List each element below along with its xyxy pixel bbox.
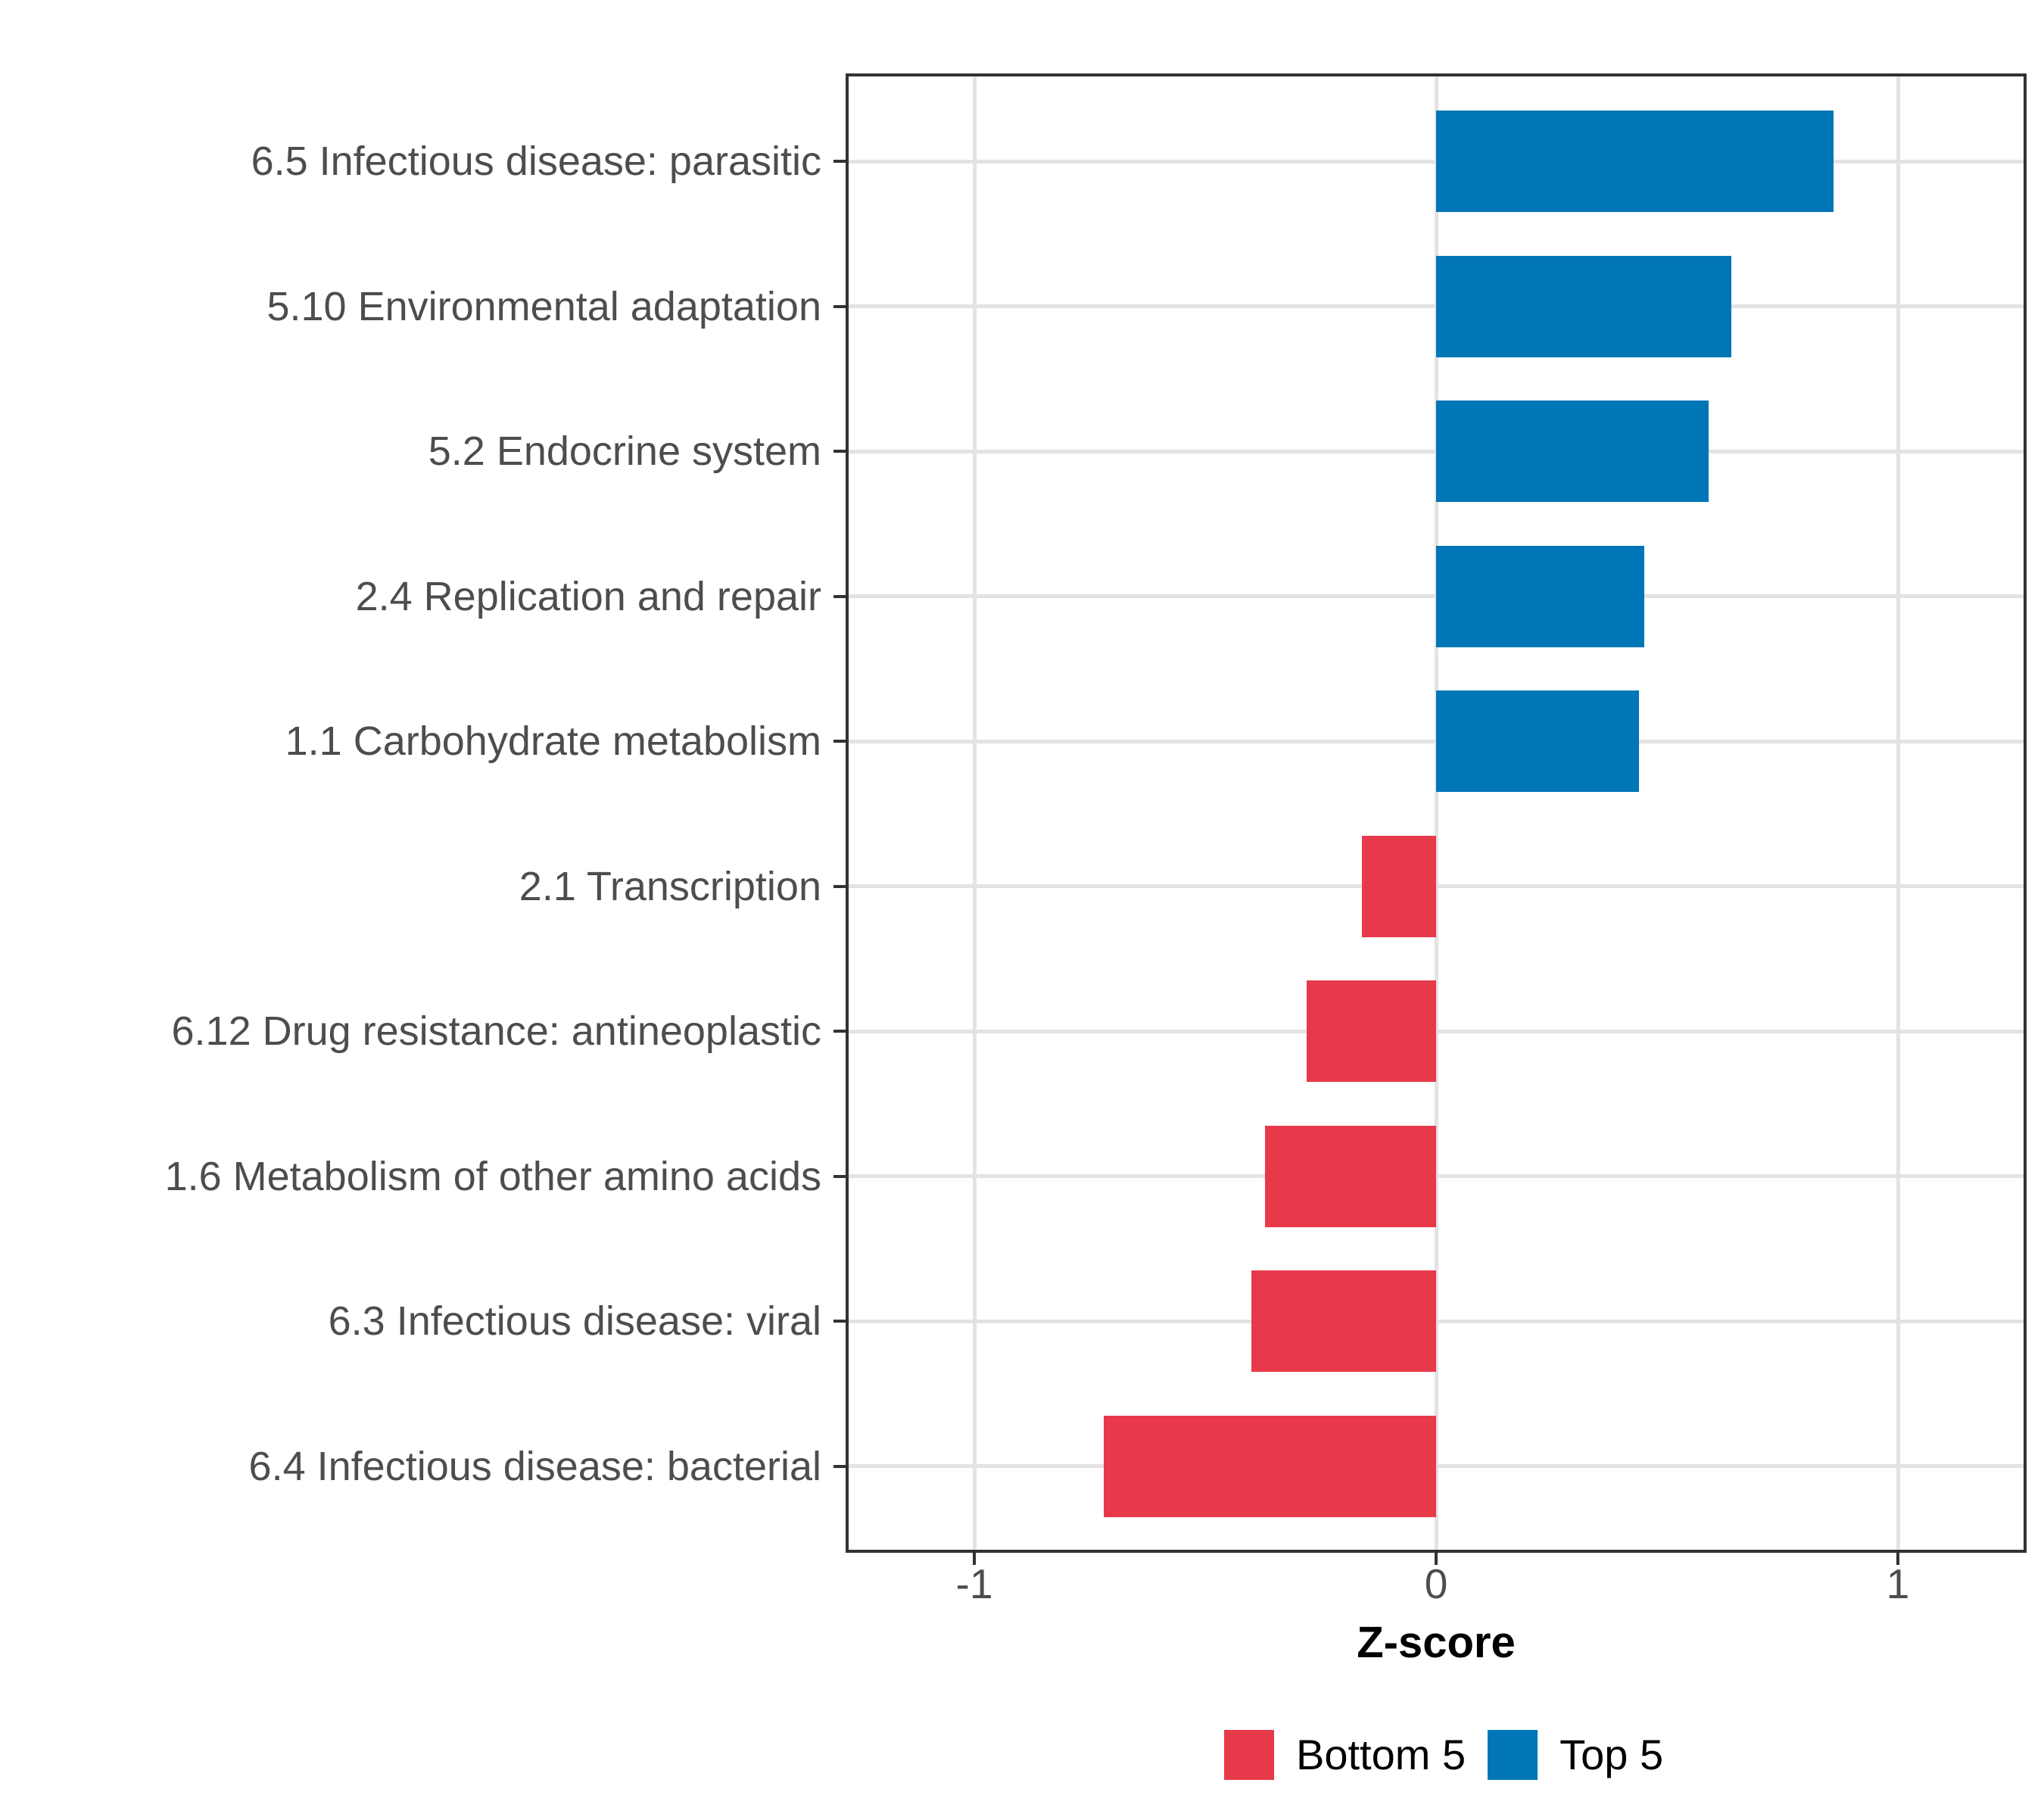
legend-key <box>1488 1730 1538 1780</box>
legend-label: Bottom 5 <box>1296 1731 1466 1778</box>
x-tick-label: -1 <box>955 1560 993 1607</box>
x-tick-label: 1 <box>1886 1560 1910 1607</box>
bar-negative <box>1307 980 1436 1082</box>
x-gridline <box>1434 75 1438 1551</box>
y-axis-label: 6.12 Drug resistance: antineoplastic <box>171 1008 822 1054</box>
bar-positive <box>1436 111 1834 212</box>
bar-positive <box>1436 255 1732 357</box>
legend-key <box>1224 1730 1274 1780</box>
bar-positive <box>1436 400 1709 502</box>
y-axis-label: 1.6 Metabolism of other amino acids <box>164 1153 821 1199</box>
y-axis-label: 1.1 Carbohydrate metabolism <box>285 718 821 764</box>
y-axis-tick <box>833 594 847 598</box>
legend-item: Top 5 <box>1488 1730 1663 1780</box>
y-gridline <box>847 1319 2025 1323</box>
y-axis-tick <box>833 450 847 453</box>
y-axis-label: 5.10 Environmental adaptation <box>266 283 821 329</box>
legend-label: Top 5 <box>1559 1731 1664 1778</box>
x-gridline <box>972 75 977 1551</box>
bar-negative <box>1362 835 1436 937</box>
y-gridline <box>847 884 2025 888</box>
x-axis-title: Z-score <box>1357 1618 1516 1667</box>
plot-panel <box>847 75 2025 1551</box>
legend: Bottom 5 Top 5 <box>1224 1730 1663 1780</box>
y-axis-tick <box>833 160 847 163</box>
y-axis-tick <box>833 1320 847 1323</box>
y-axis-label: 6.3 Infectious disease: viral <box>328 1298 821 1344</box>
bar-negative <box>1103 1415 1436 1517</box>
y-axis-label: 2.4 Replication and repair <box>355 573 821 619</box>
y-gridline <box>847 1174 2025 1178</box>
y-axis-label: 5.2 Endocrine system <box>428 429 821 474</box>
x-axis-tick <box>1435 1551 1438 1565</box>
x-gridline <box>1896 75 1900 1551</box>
y-axis-label: 6.4 Infectious disease: bacterial <box>248 1443 821 1489</box>
y-axis-label: 2.1 Transcription <box>519 863 821 909</box>
y-axis-tick <box>833 1030 847 1033</box>
y-axis-tick <box>833 1464 847 1468</box>
bar-negative <box>1251 1270 1436 1372</box>
legend-item: Bottom 5 <box>1224 1730 1466 1780</box>
bar-negative <box>1265 1125 1436 1227</box>
y-gridline <box>847 1029 2025 1033</box>
y-axis-tick <box>833 884 847 888</box>
y-axis-tick <box>833 1174 847 1178</box>
x-axis-tick <box>973 1551 976 1565</box>
bar-positive <box>1436 690 1640 792</box>
x-axis-tick <box>1896 1551 1899 1565</box>
y-axis-label: 6.5 Infectious disease: parasitic <box>251 139 821 184</box>
y-axis-tick <box>833 740 847 743</box>
x-tick-label: 0 <box>1424 1560 1448 1607</box>
y-axis-tick <box>833 304 847 308</box>
y-gridline <box>847 1464 2025 1468</box>
bar-positive <box>1436 545 1644 647</box>
